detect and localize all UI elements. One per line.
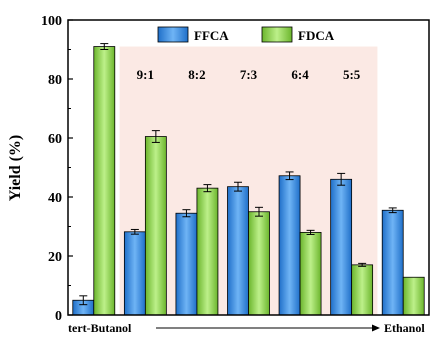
bar-fdca-3 bbox=[248, 211, 270, 316]
bar-fdca-1 bbox=[144, 136, 167, 316]
bar-ffca-3 bbox=[227, 186, 249, 316]
y-tick-label: 100 bbox=[41, 14, 62, 29]
y-tick-label: 80 bbox=[48, 73, 62, 88]
bar-fdca-5 bbox=[351, 264, 374, 316]
bar-ffca-6 bbox=[381, 209, 404, 316]
bar-ffca-4 bbox=[278, 175, 301, 316]
ratio-label: 6:4 bbox=[291, 67, 309, 82]
legend: FFCA FDCA bbox=[157, 26, 335, 43]
y-axis-label: Yield (%) bbox=[7, 135, 24, 202]
y-tick-label: 20 bbox=[48, 250, 62, 265]
legend-swatch-ffca bbox=[157, 26, 189, 43]
bar-ffca-5 bbox=[330, 178, 353, 316]
bar-fdca-6 bbox=[402, 276, 425, 316]
legend-label-ffca: FFCA bbox=[194, 28, 229, 43]
x-direction-arrow-head bbox=[372, 324, 380, 332]
x-start-label: tert-Butanol bbox=[68, 321, 132, 335]
bar-fdca-2 bbox=[196, 187, 219, 316]
y-axis: 0 20 40 60 80 100 bbox=[41, 14, 73, 324]
legend-label-fdca: FDCA bbox=[298, 28, 335, 43]
bar-ffca-1 bbox=[123, 231, 146, 316]
legend-swatch-fdca bbox=[261, 26, 293, 43]
x-end-label: Ethanol bbox=[384, 321, 425, 335]
x-axis-direction: tert-Butanol Ethanol bbox=[68, 321, 425, 335]
error-bars-layer bbox=[79, 43, 397, 306]
bars-layer bbox=[72, 46, 425, 316]
y-tick-label: 0 bbox=[55, 309, 62, 324]
ratio-label: 7:3 bbox=[240, 67, 258, 82]
ratio-label: 5:5 bbox=[343, 67, 361, 82]
ratio-label: 8:2 bbox=[188, 67, 205, 82]
ratio-label: 9:1 bbox=[137, 67, 154, 82]
y-tick-label: 60 bbox=[48, 132, 62, 147]
bar-ffca-2 bbox=[175, 212, 198, 316]
bar-fdca-0 bbox=[93, 46, 116, 316]
y-tick-label: 40 bbox=[48, 191, 62, 206]
ratio-labels: 9:1 8:2 7:3 6:4 5:5 bbox=[137, 67, 361, 82]
bar-fdca-4 bbox=[299, 231, 322, 316]
